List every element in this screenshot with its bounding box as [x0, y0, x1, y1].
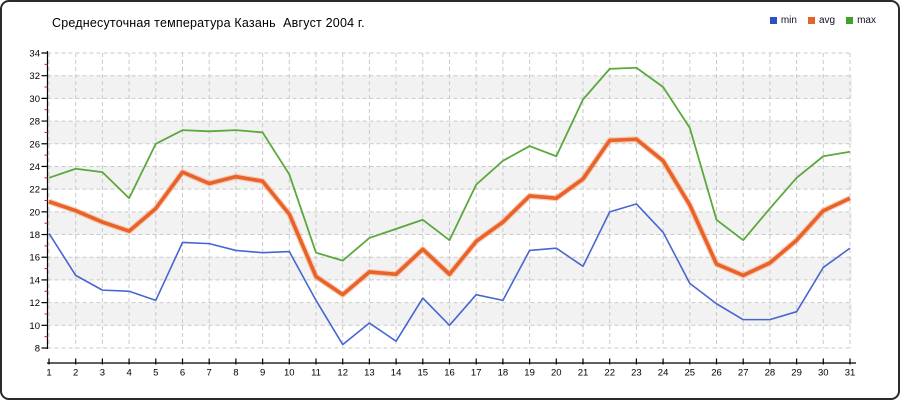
svg-text:15: 15	[418, 368, 429, 379]
svg-text:30: 30	[29, 94, 40, 105]
svg-text:11: 11	[311, 368, 321, 379]
svg-text:12: 12	[29, 298, 40, 309]
svg-text:22: 22	[604, 368, 615, 379]
svg-text:24: 24	[658, 368, 669, 379]
svg-text:16: 16	[444, 368, 455, 379]
svg-text:17: 17	[471, 368, 482, 379]
svg-text:31: 31	[845, 368, 856, 379]
svg-text:8: 8	[35, 344, 40, 355]
svg-text:13: 13	[364, 368, 375, 379]
svg-text:14: 14	[29, 275, 40, 286]
svg-text:18: 18	[498, 368, 509, 379]
svg-text:23: 23	[631, 368, 642, 379]
svg-text:20: 20	[29, 207, 40, 218]
svg-text:7: 7	[207, 368, 212, 379]
svg-text:10: 10	[29, 321, 40, 332]
max-series-swatch	[846, 17, 854, 24]
legend-label-avg: avg	[818, 15, 836, 26]
svg-text:24: 24	[29, 162, 40, 173]
svg-text:4: 4	[126, 368, 131, 379]
svg-text:3: 3	[100, 368, 105, 379]
svg-text:32: 32	[29, 71, 40, 82]
svg-text:16: 16	[29, 253, 40, 264]
legend-label-max: max	[857, 15, 876, 26]
svg-text:28: 28	[765, 368, 776, 379]
svg-text:27: 27	[738, 368, 749, 379]
svg-text:21: 21	[578, 368, 589, 379]
legend: min avg max	[769, 15, 876, 26]
svg-text:29: 29	[791, 368, 802, 379]
svg-text:1: 1	[46, 368, 51, 379]
svg-text:2: 2	[73, 368, 78, 379]
legend-item-min: min	[769, 15, 797, 26]
svg-text:26: 26	[29, 139, 40, 150]
svg-text:28: 28	[29, 117, 40, 128]
svg-text:34: 34	[29, 49, 40, 60]
legend-item-avg: avg	[807, 15, 836, 26]
svg-text:5: 5	[153, 368, 158, 379]
legend-label-min: min	[780, 15, 797, 26]
svg-text:26: 26	[711, 368, 722, 379]
min-series-swatch	[769, 17, 777, 24]
svg-text:8: 8	[233, 368, 238, 379]
svg-text:9: 9	[260, 368, 265, 379]
svg-text:14: 14	[391, 368, 402, 379]
svg-text:6: 6	[180, 368, 185, 379]
svg-text:10: 10	[284, 368, 295, 379]
svg-text:22: 22	[29, 185, 40, 196]
svg-text:30: 30	[818, 368, 829, 379]
svg-text:20: 20	[551, 368, 562, 379]
svg-text:25: 25	[685, 368, 696, 379]
svg-text:19: 19	[524, 368, 535, 379]
svg-text:12: 12	[337, 368, 348, 379]
chart-title: Среднесуточная температура Казань Август…	[52, 16, 365, 30]
avg-series-swatch	[807, 17, 815, 24]
legend-item-max: max	[846, 15, 876, 26]
svg-text:18: 18	[29, 230, 40, 241]
